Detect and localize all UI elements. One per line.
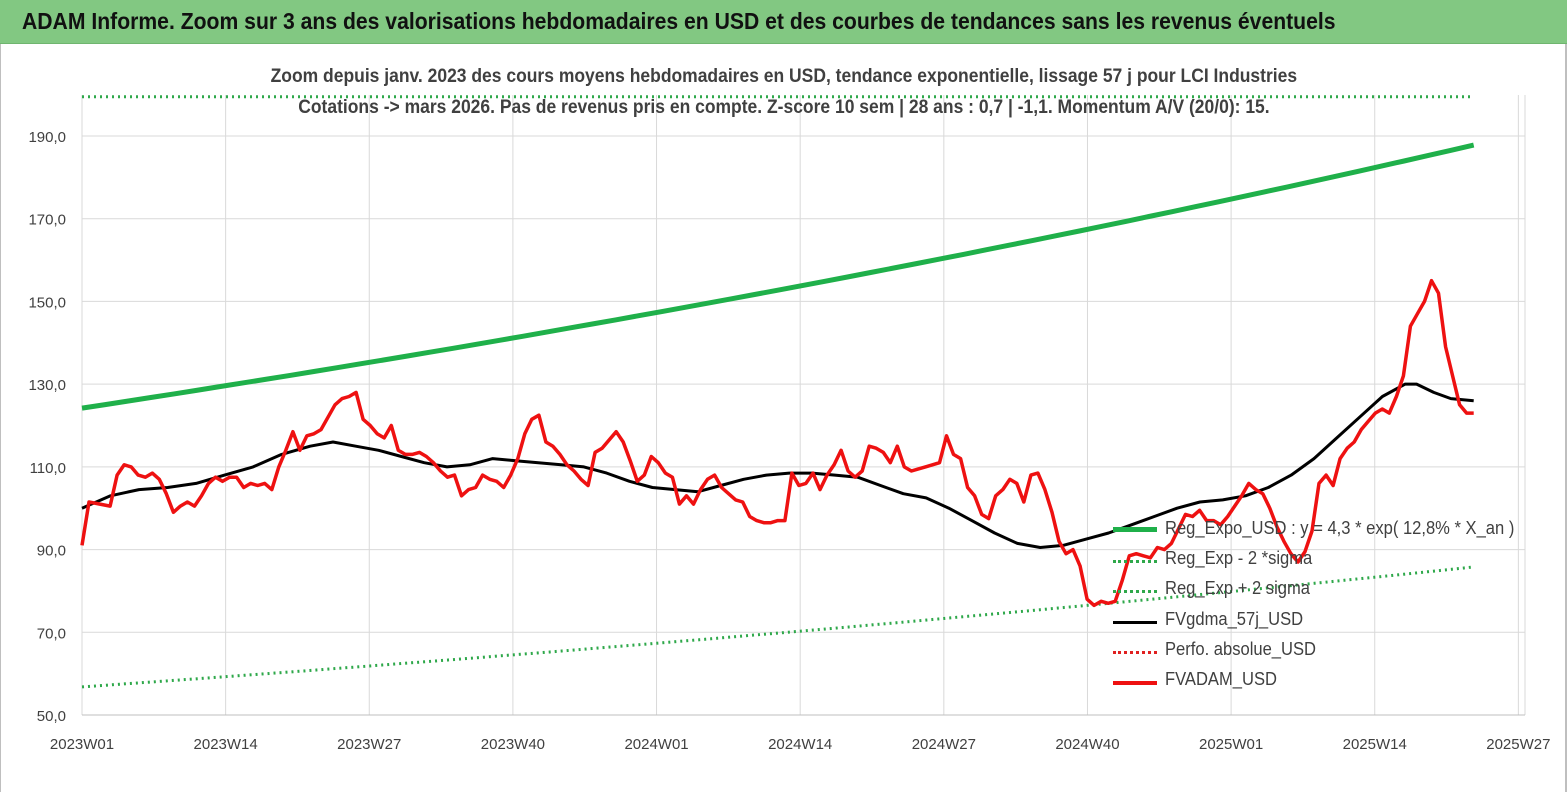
legend-item-minus-sigma: Reg_Exp - 2 *sigma [1113, 546, 1533, 576]
y-tick-label: 170,0 [28, 212, 66, 229]
page-title: ADAM Informe. Zoom sur 3 ans des valoris… [22, 8, 1336, 34]
x-tick-label: 2023W27 [337, 736, 401, 753]
chart-title: Zoom depuis janv. 2023 des cours moyens … [270, 66, 1297, 87]
legend-swatch-fvadam [1113, 680, 1157, 685]
y-tick-label: 190,0 [28, 129, 66, 146]
y-tick-label: 150,0 [28, 294, 66, 311]
x-tick-label: 2023W14 [194, 736, 258, 753]
legend-swatch-plus-sigma [1113, 590, 1157, 594]
legend-item-fvadam: FVADAM_USD [1113, 667, 1533, 697]
legend-swatch-perfo [1113, 650, 1157, 654]
legend-label: Reg_Expo_USD : y = 4,3 * exp( 12,8% * X_… [1165, 518, 1515, 538]
legend-item-reg-expo: Reg_Expo_USD : y = 4,3 * exp( 12,8% * X_… [1113, 516, 1533, 546]
legend-label: FVADAM_USD [1165, 668, 1277, 689]
header-banner: ADAM Informe. Zoom sur 3 ans des valoris… [0, 0, 1567, 44]
legend-item-plus-sigma: Reg_Exp + 2 sigma [1113, 576, 1533, 606]
chart-subtitle: Cotations -> mars 2026. Pas de revenus p… [297, 97, 1270, 118]
y-tick-label: 90,0 [37, 543, 66, 560]
series-group [80, 95, 1475, 689]
legend-label: Reg_Exp + 2 sigma [1165, 578, 1310, 599]
y-tick-label: 130,0 [28, 377, 66, 394]
legend-label: Perfo. absolue_USD [1165, 638, 1316, 659]
y-tick-label: 110,0 [30, 460, 66, 477]
x-tick-label: 2023W40 [481, 736, 545, 753]
x-tick-label: 2025W14 [1343, 736, 1407, 753]
legend-swatch-minus-sigma [1113, 560, 1157, 564]
series-reg-expo-line [81, 142, 1475, 411]
y-axis-ticks: 50,0 70,0 90,0 110,0 130,0 150,0 170,0 190,0 [28, 129, 66, 725]
x-tick-label: 2024W27 [912, 736, 976, 753]
x-tick-label: 2024W14 [768, 736, 832, 753]
x-axis-ticks: 2023W01 2023W14 2023W27 2023W40 2024W01 2024W… [50, 736, 1551, 753]
chart-frame [0, 44, 1567, 792]
series-fvadam-line [80, 278, 1474, 608]
chart-legend: Reg_Expo_USD : y = 4,3 * exp( 12,8% * X_… [1113, 516, 1533, 697]
x-tick-label: 2025W27 [1486, 736, 1550, 753]
legend-item-fvgdma: FVgdma_57j_USD [1113, 607, 1533, 637]
x-tick-label: 2024W01 [624, 736, 688, 753]
x-tick-label: 2025W01 [1199, 736, 1263, 753]
legend-label: Reg_Exp - 2 *sigma [1165, 548, 1313, 569]
legend-item-perfo: Perfo. absolue_USD [1113, 637, 1533, 667]
x-tick-label: 2024W40 [1055, 736, 1119, 753]
legend-swatch-reg-expo [1113, 527, 1157, 532]
legend-swatch-fvgdma [1113, 620, 1157, 624]
x-tick-label: 2023W01 [50, 736, 114, 753]
y-tick-label: 70,0 [37, 625, 66, 642]
y-tick-label: 50,0 [37, 708, 66, 725]
legend-label: FVgdma_57j_USD [1165, 608, 1304, 629]
series-minus-sigma-line [81, 565, 1474, 689]
